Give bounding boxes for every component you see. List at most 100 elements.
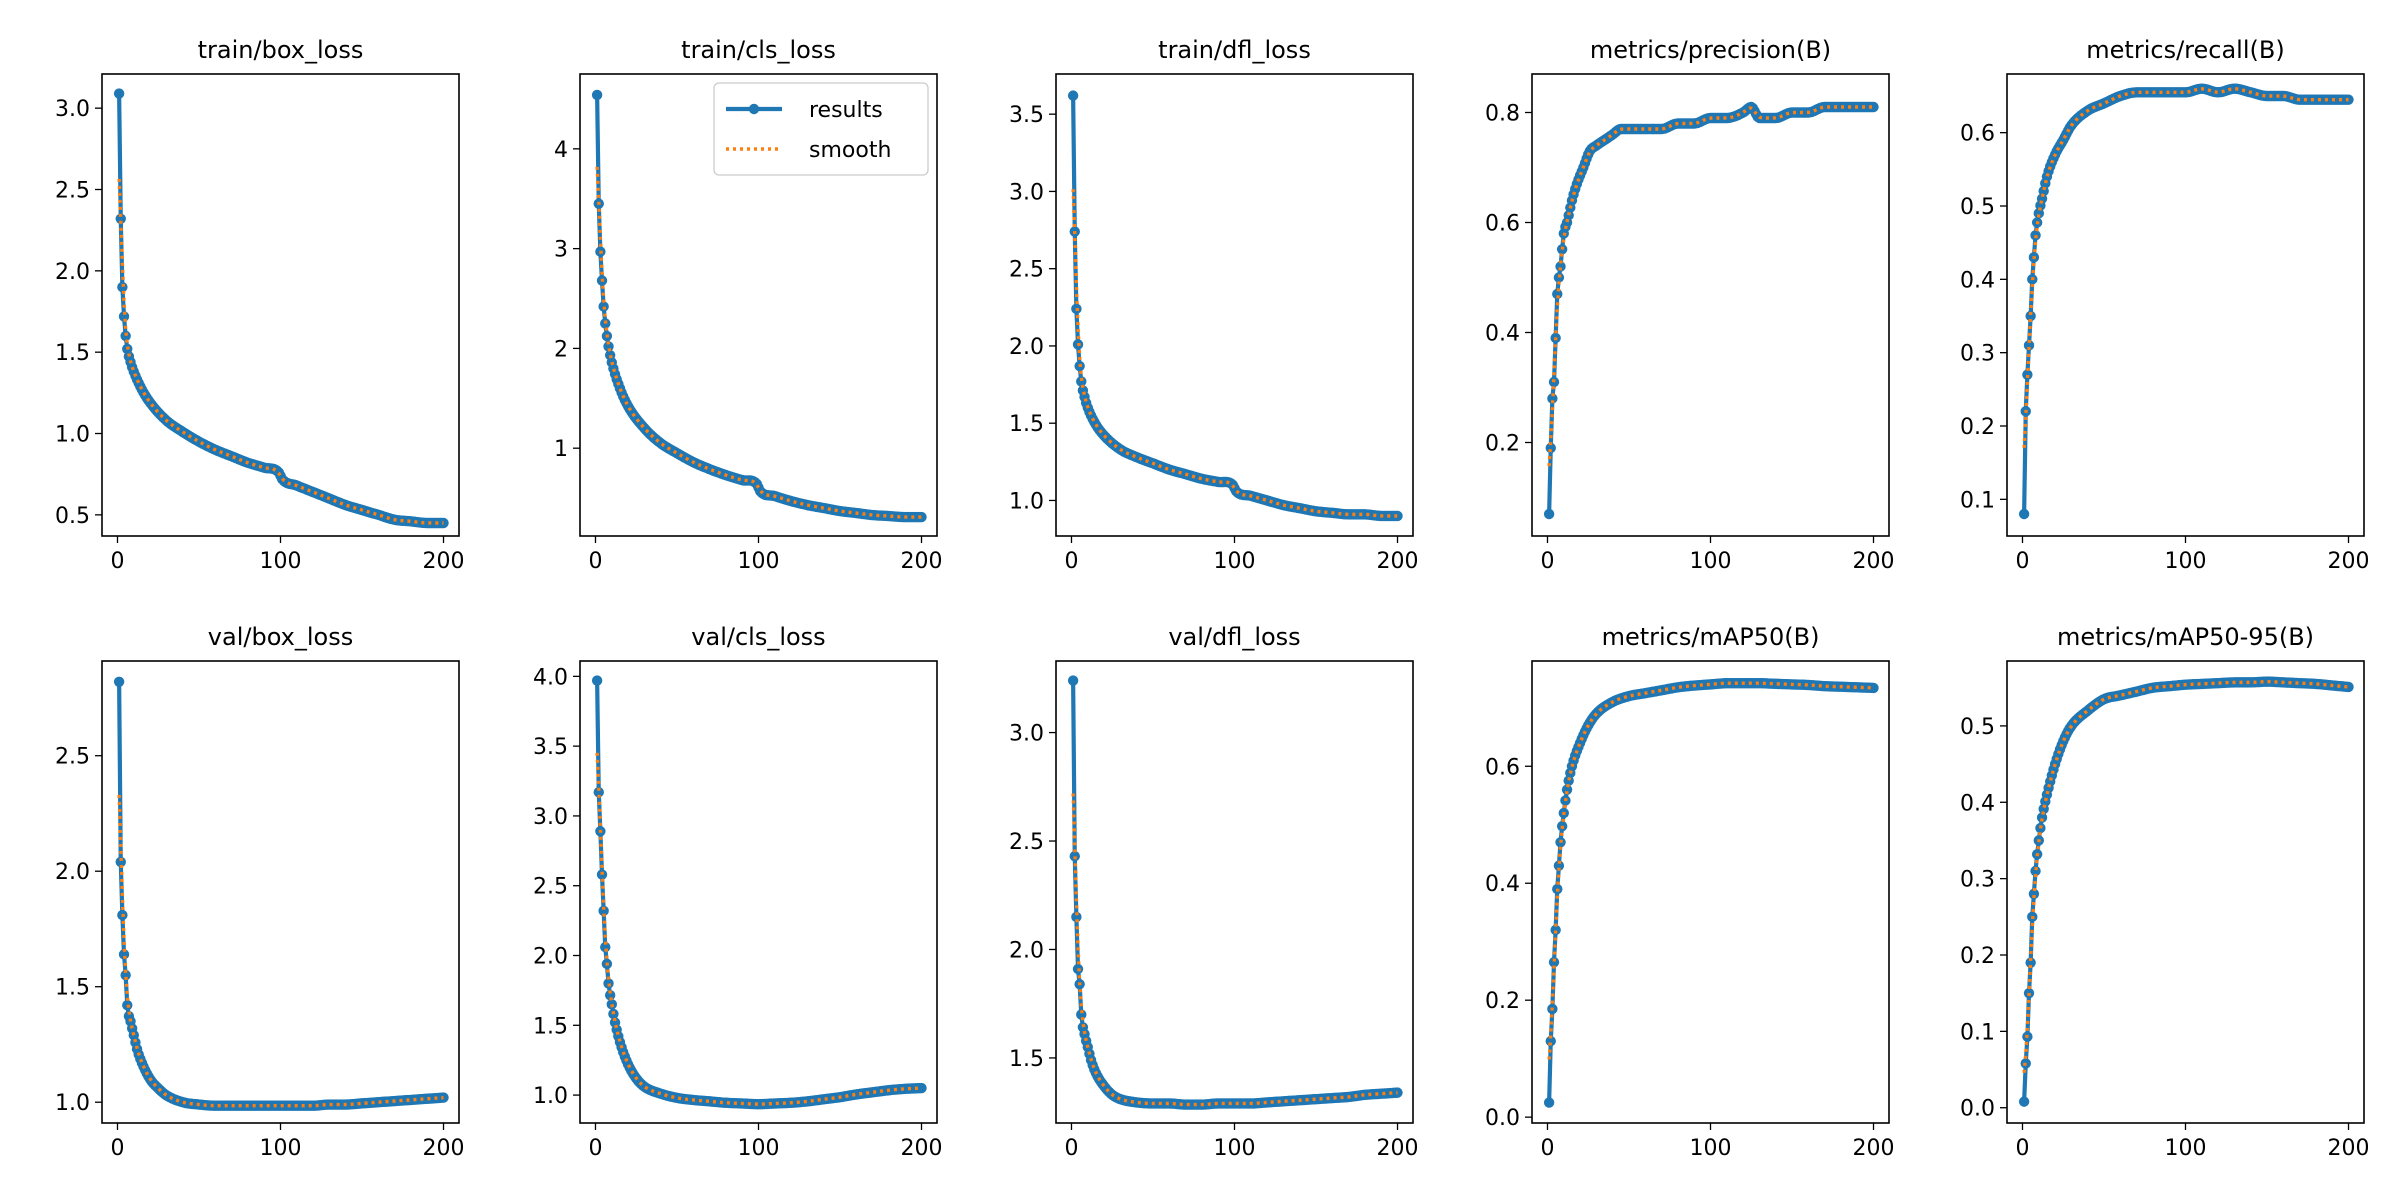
panel-title: train/box_loss	[198, 36, 364, 64]
y-tick-label: 3.0	[1009, 722, 1044, 747]
panel-metrics-recall-b: metrics/recall(B) 0 100 200 0.1 0.2 0.3 0.4 0.5 0…	[1960, 36, 2370, 574]
panel-title: val/cls_loss	[691, 623, 825, 651]
y-tick-label: 0.2	[1485, 989, 1520, 1014]
panel-metrics-map50-b: metrics/mAP50(B) 0 100 200 0.0 0.2 0.4 0.6	[1485, 623, 1895, 1161]
panel-val-cls-loss: val/cls_loss 0 100 200 1.0 1.5 2.0 2.5 3.0 3.5 4.0	[533, 623, 943, 1161]
data-point	[1392, 1087, 1403, 1098]
data-point	[120, 969, 131, 981]
x-tick-label: 200	[423, 1136, 465, 1161]
panel-metrics-precision-b: metrics/precision(B) 0 100 200 0.2 0.4 0.6 0.8	[1485, 36, 1895, 574]
y-tick-label: 1.5	[533, 1014, 568, 1039]
data-point	[2033, 208, 2044, 219]
y-tick-label: 2.0	[1009, 938, 1044, 963]
data-point	[593, 787, 604, 798]
results-line	[1547, 104, 1874, 515]
y-tick-label: 0.6	[1485, 755, 1520, 780]
x-tick-label: 0	[588, 549, 602, 574]
legend-frame	[713, 82, 929, 176]
x-tick-label: 200	[2328, 1136, 2370, 1161]
smooth-line	[117, 178, 444, 525]
data-point	[1545, 442, 1556, 454]
data-point	[2022, 369, 2033, 380]
x-tick-label: 0	[1064, 549, 1078, 574]
x-tick-label: 200	[1853, 549, 1895, 574]
data-point	[1548, 956, 1560, 968]
results-line	[595, 680, 922, 1107]
data-point	[591, 675, 603, 686]
data-point	[603, 978, 614, 989]
data-point	[1067, 90, 1079, 101]
data-point	[603, 341, 614, 352]
panel-val-dfl-loss: val/dfl_loss 0 100 200 1.5 2.0 2.5 3.0	[1009, 623, 1419, 1161]
data-point	[115, 856, 126, 868]
y-tick-label: 3.0	[533, 805, 568, 830]
y-tick-label: 2.0	[55, 260, 90, 285]
data-point	[1547, 393, 1558, 404]
x-tick-label: 0	[110, 549, 124, 574]
data-point	[1868, 101, 1879, 113]
x-tick-label: 100	[1690, 549, 1732, 574]
panel-train-cls-loss: train/cls_loss 0 100 200 1 2 3 4 results smooth	[554, 36, 943, 574]
data-point	[1553, 272, 1565, 283]
results-line	[1071, 680, 1398, 1107]
smooth-line	[1071, 189, 1398, 518]
y-tick-label: 0.0	[1485, 1106, 1520, 1131]
data-point	[115, 213, 126, 224]
panel-title: metrics/mAP50-95(B)	[2057, 623, 2314, 651]
y-tick-label: 2.5	[55, 745, 90, 770]
y-tick-label: 0.3	[1960, 342, 1995, 367]
data-point	[598, 301, 609, 312]
y-tick-label: 1.0	[55, 1091, 90, 1116]
legend-results-marker	[748, 103, 760, 115]
results-line	[2022, 679, 2349, 1102]
results-markers	[1067, 675, 1403, 1110]
y-tick-label: 1.5	[55, 341, 90, 366]
data-point	[2030, 865, 2041, 877]
data-point	[118, 949, 130, 960]
axes-frame	[2006, 660, 2365, 1124]
x-tick-label: 0	[1540, 549, 1554, 574]
results-markers	[1543, 678, 1879, 1108]
results-markers	[113, 88, 449, 529]
data-point	[1555, 261, 1566, 272]
data-point	[598, 905, 609, 917]
y-tick-label: 0.4	[1960, 268, 1995, 293]
data-point	[2025, 957, 2036, 968]
y-tick-label: 0.0	[1960, 1097, 1995, 1122]
results-markers	[1543, 101, 1879, 520]
axes-frame	[1055, 660, 1414, 1124]
smooth-line	[1547, 681, 1874, 1060]
y-tick-label: 0.5	[1960, 195, 1995, 220]
x-tick-label: 0	[110, 1136, 124, 1161]
data-point	[2028, 888, 2040, 900]
data-point	[1071, 911, 1082, 923]
x-tick-label: 0	[1064, 1136, 1078, 1161]
x-tick-label: 0	[588, 1136, 602, 1161]
x-tick-label: 100	[260, 549, 302, 574]
y-tick-label: 2.5	[1009, 830, 1044, 855]
results-markers	[113, 676, 449, 1111]
y-tick-label: 0.6	[1960, 122, 1995, 147]
axes-frame	[1531, 73, 1890, 537]
data-point	[2018, 1096, 2030, 1107]
y-tick-label: 3.0	[1009, 180, 1044, 205]
y-tick-label: 0.4	[1960, 791, 1995, 816]
data-point	[591, 89, 603, 101]
y-tick-label: 3.5	[533, 735, 568, 760]
y-tick-label: 2	[554, 337, 568, 362]
data-point	[604, 990, 616, 1001]
y-tick-label: 2.0	[533, 945, 568, 970]
y-tick-label: 2.5	[55, 179, 90, 204]
panel-metrics-map50-95-b: metrics/mAP50-95(B) 0 100 200 0.0 0.1 0.2 0.3 0.…	[1960, 623, 2370, 1161]
x-tick-label: 200	[1377, 1136, 1419, 1161]
y-tick-label: 2.0	[55, 860, 90, 885]
y-tick-label: 4	[554, 138, 568, 163]
data-point	[1563, 210, 1574, 221]
x-tick-label: 200	[2328, 549, 2370, 574]
x-tick-label: 100	[2165, 1136, 2207, 1161]
data-point	[916, 1082, 927, 1094]
results-line	[117, 93, 444, 526]
panel-title: metrics/precision(B)	[1590, 36, 1831, 64]
results-markers	[591, 675, 927, 1110]
data-point	[113, 676, 125, 687]
